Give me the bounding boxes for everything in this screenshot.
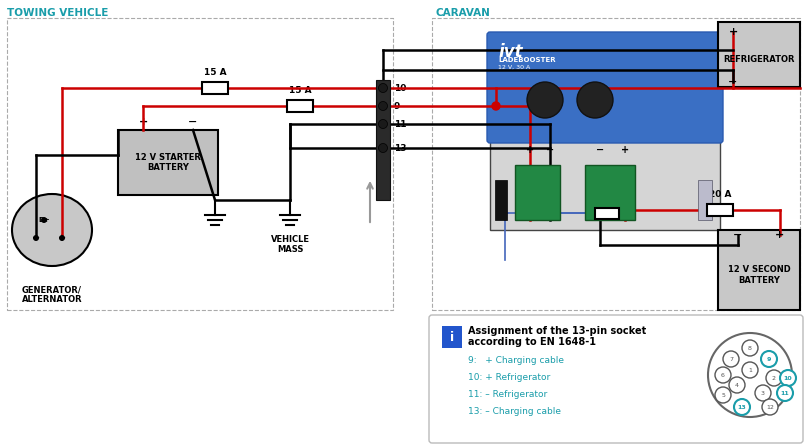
Text: 13: 13 [394,143,406,152]
Bar [118,130,218,195]
Text: 9: 9 [394,102,401,111]
Text: i: i [450,331,454,344]
Circle shape [729,377,745,393]
Circle shape [708,333,792,417]
Circle shape [378,143,388,152]
FancyBboxPatch shape [429,315,803,443]
Circle shape [378,120,388,129]
Circle shape [59,235,65,241]
Text: TOWING VEHICLE: TOWING VEHICLE [7,8,108,18]
Text: 11: 11 [394,120,406,129]
Circle shape [755,385,771,401]
Text: 12 V, 30 A: 12 V, 30 A [498,65,530,70]
Text: −: − [32,233,40,243]
Text: according to EN 1648-1: according to EN 1648-1 [468,337,596,347]
Circle shape [33,235,39,241]
Text: +: + [138,117,148,127]
Text: GENERATOR/
ALTERNATOR: GENERATOR/ ALTERNATOR [22,285,82,304]
Circle shape [734,399,750,415]
Bar [495,180,507,220]
Text: ivt: ivt [498,43,523,61]
Text: +: + [728,27,738,37]
Text: Assignment of the 13-pin socket: Assignment of the 13-pin socket [468,326,646,336]
Circle shape [41,217,47,223]
Circle shape [527,82,563,118]
Text: +: + [58,233,66,243]
Bar [698,180,712,220]
Bar [432,18,800,310]
Circle shape [715,387,731,403]
Circle shape [777,385,793,401]
Circle shape [762,399,778,415]
Bar [442,326,462,348]
Text: CARAVAN: CARAVAN [435,8,490,18]
Bar [585,165,635,220]
Text: REFRIGERATOR: REFRIGERATOR [723,55,795,64]
Text: 6: 6 [721,372,725,378]
Bar [718,22,800,87]
Text: 10: 10 [394,83,406,92]
Text: VEHICLE
MASS: VEHICLE MASS [271,235,309,254]
Text: 12 V STARTER
BATTERY: 12 V STARTER BATTERY [135,153,201,172]
Text: 10: 10 [784,375,793,380]
Text: 11: 11 [781,391,789,396]
Text: 2: 2 [772,375,776,380]
Circle shape [761,351,777,367]
Text: 4: 4 [735,383,739,388]
Text: 10: + Refrigerator: 10: + Refrigerator [468,373,550,382]
Text: 8: 8 [748,345,752,350]
Text: −: − [734,230,743,240]
Text: −: − [728,77,738,87]
Text: 12 V SECOND
BATTERY: 12 V SECOND BATTERY [728,265,790,284]
Text: 1: 1 [748,367,752,372]
Bar [202,82,228,94]
Circle shape [742,362,758,378]
Text: −: − [188,117,198,127]
Text: 7: 7 [729,357,733,362]
Text: +: + [526,145,534,155]
Circle shape [780,370,796,386]
Circle shape [715,367,731,383]
Bar [718,230,800,310]
Circle shape [378,83,388,92]
Bar [7,18,393,310]
Text: LADEBOOSTER: LADEBOOSTER [498,57,556,63]
Bar [515,165,560,220]
Circle shape [577,82,613,118]
Circle shape [742,340,758,356]
Text: D+: D+ [38,217,50,223]
Ellipse shape [12,194,92,266]
Text: 9: 9 [767,357,771,362]
Circle shape [766,370,782,386]
Text: 11: – Refrigerator: 11: – Refrigerator [468,390,547,399]
Text: 15 A: 15 A [288,86,311,95]
Text: 12: 12 [766,405,774,409]
Text: 15 A: 15 A [204,68,226,77]
Text: 20 A: 20 A [709,190,731,199]
Text: −: − [596,145,604,155]
Text: 5: 5 [721,392,725,397]
Circle shape [723,351,739,367]
Circle shape [378,102,388,111]
Text: 3: 3 [761,391,765,396]
Text: 13: 13 [738,405,747,409]
Text: 9:   + Charging cable: 9: + Charging cable [468,356,564,365]
Text: 2 A: 2 A [599,194,615,202]
Bar [287,100,313,112]
Text: 13: – Charging cable: 13: – Charging cable [468,407,561,416]
FancyBboxPatch shape [487,32,723,143]
Text: +: + [621,145,629,155]
Bar [595,207,619,219]
Text: +: + [776,230,785,240]
Circle shape [492,102,500,110]
Bar [490,140,720,230]
Bar [376,80,390,200]
Text: −: − [546,145,554,155]
Bar [707,204,733,216]
